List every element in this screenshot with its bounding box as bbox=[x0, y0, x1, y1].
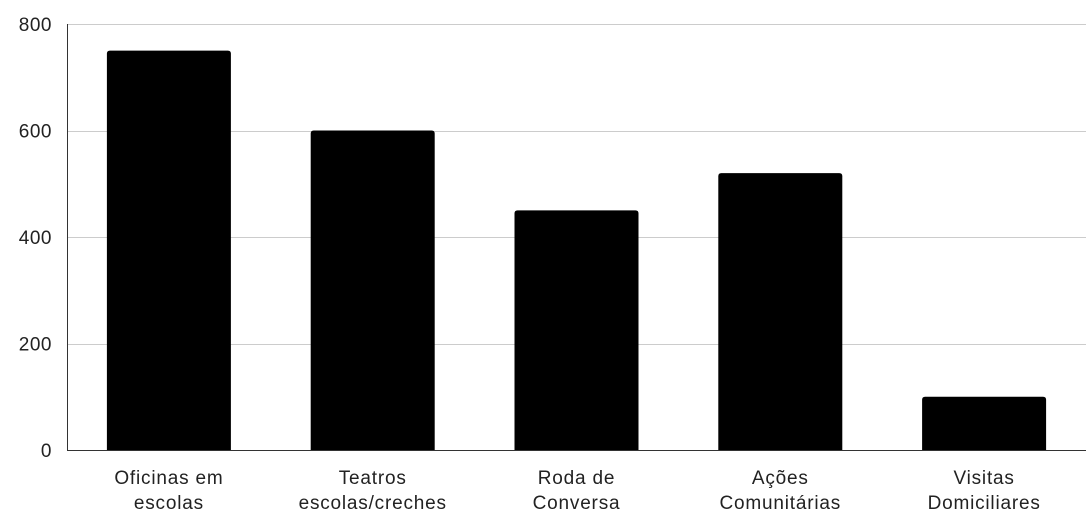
x-category-label-line: Oficinas em bbox=[114, 468, 223, 489]
axes bbox=[67, 24, 1086, 451]
x-category-label-line: Teatros bbox=[339, 468, 407, 489]
x-category-label: Visitas Domiciliares bbox=[928, 468, 1041, 514]
x-axis-categories: Oficinas em escolas Teatros escolas/creches… bbox=[114, 468, 1041, 514]
x-category-label-line: Conversa bbox=[533, 493, 621, 514]
y-tick-label: 800 bbox=[19, 15, 52, 36]
bar bbox=[514, 210, 639, 450]
x-category-label-line: Roda de bbox=[538, 468, 615, 489]
x-category-label-line: escolas bbox=[134, 493, 204, 514]
x-category-label-line: Comunitárias bbox=[720, 493, 842, 514]
x-category-label-line: Ações bbox=[752, 468, 809, 489]
bar bbox=[922, 396, 1047, 450]
y-tick-label: 200 bbox=[19, 335, 52, 356]
x-category-label-line: Domiciliares bbox=[928, 493, 1041, 514]
y-tick-label: 0 bbox=[41, 441, 52, 462]
x-category-label: Ações Comunitárias bbox=[720, 468, 842, 514]
x-category-label: Roda de Conversa bbox=[533, 468, 621, 514]
x-category-label: Oficinas em escolas bbox=[114, 468, 223, 514]
y-axis-ticks: 0 200 400 600 800 bbox=[19, 15, 52, 462]
bar bbox=[310, 130, 435, 450]
y-tick-label: 400 bbox=[19, 228, 52, 249]
y-tick-label: 600 bbox=[19, 122, 52, 143]
x-category-label-line: escolas/creches bbox=[299, 493, 447, 514]
bars bbox=[106, 50, 1047, 450]
x-category-label-line: Visitas bbox=[953, 468, 1014, 489]
bar bbox=[718, 173, 843, 450]
x-category-label: Teatros escolas/creches bbox=[299, 468, 447, 514]
bar bbox=[106, 50, 231, 450]
